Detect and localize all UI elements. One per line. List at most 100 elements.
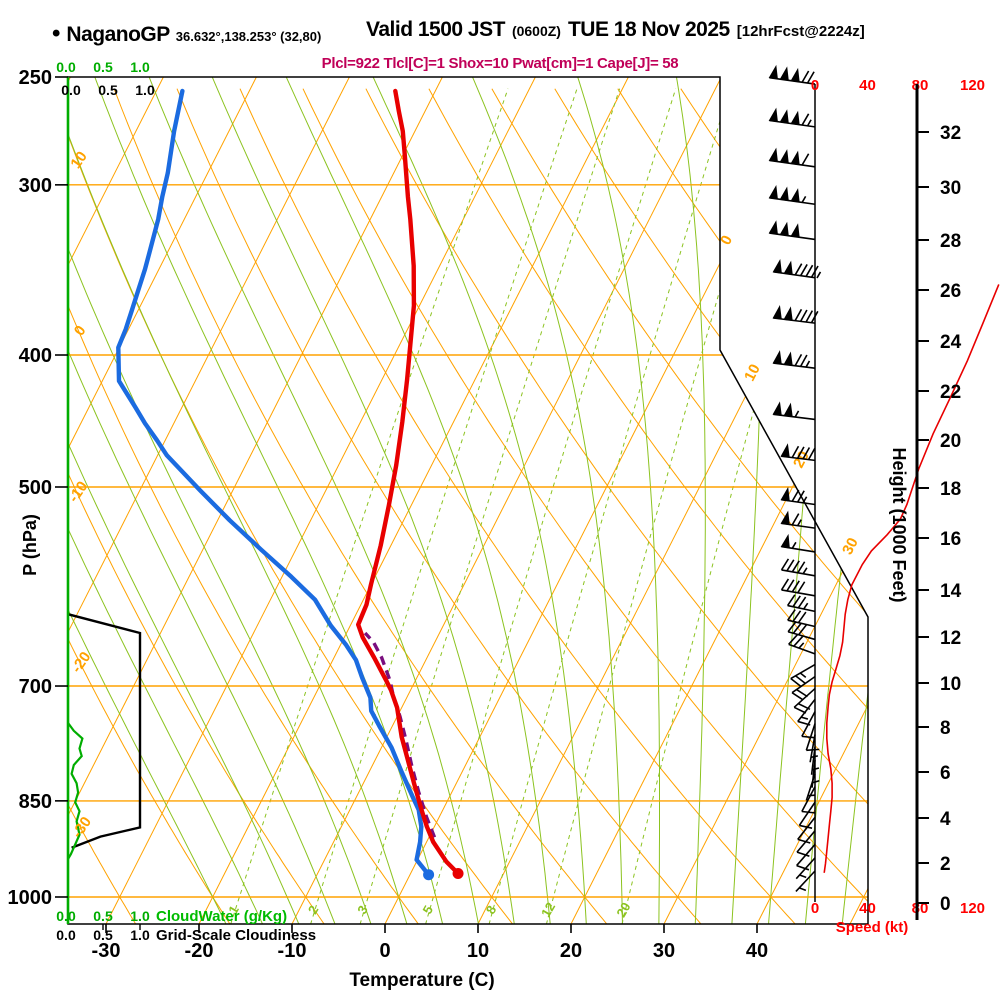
svg-text:3: 3 xyxy=(354,903,371,917)
svg-text:-20: -20 xyxy=(68,649,94,677)
wind-barb xyxy=(780,486,816,506)
svg-text:40: 40 xyxy=(746,940,768,962)
svg-text:0.5: 0.5 xyxy=(93,59,113,75)
surface-dewpoint-dot xyxy=(423,869,435,881)
svg-text:20: 20 xyxy=(613,900,633,920)
svg-text:120: 120 xyxy=(960,900,985,917)
svg-text:CloudWater (g/Kg): CloudWater (g/Kg) xyxy=(156,908,287,925)
svg-text:Height (1000 Feet): Height (1000 Feet) xyxy=(889,447,909,602)
svg-text:10: 10 xyxy=(467,940,489,962)
wind-barb xyxy=(797,698,816,726)
svg-text:0.0: 0.0 xyxy=(56,59,76,75)
wind-barb xyxy=(790,663,816,688)
surface-temperature-dot xyxy=(452,867,464,879)
svg-text:P (hPa): P (hPa) xyxy=(20,514,40,576)
svg-text:1.0: 1.0 xyxy=(130,59,150,75)
svg-text:5: 5 xyxy=(419,903,436,917)
wind-barb xyxy=(780,510,816,529)
svg-text:0.5: 0.5 xyxy=(93,927,113,943)
wind-barb xyxy=(795,870,816,893)
station-name: NaganoGP xyxy=(66,23,170,46)
svg-text:8: 8 xyxy=(483,903,500,917)
wind-barb xyxy=(797,816,816,844)
svg-text:0: 0 xyxy=(811,900,819,917)
svg-text:1000: 1000 xyxy=(8,887,53,909)
svg-text:0: 0 xyxy=(940,894,951,915)
sounding-curves xyxy=(116,88,464,881)
svg-text:-10: -10 xyxy=(278,940,307,962)
svg-text:1.0: 1.0 xyxy=(130,927,150,943)
svg-text:32: 32 xyxy=(940,123,961,144)
wind-barb xyxy=(768,107,816,128)
station-coords: 36.632°,138.253° (32,80) xyxy=(175,29,322,44)
svg-text:22: 22 xyxy=(940,382,961,403)
svg-text:12: 12 xyxy=(940,628,961,649)
svg-text:16: 16 xyxy=(940,529,961,550)
station-bullet-icon: • xyxy=(52,20,61,47)
wind-barb xyxy=(768,64,816,85)
wind-barb xyxy=(801,711,816,739)
wind-barb xyxy=(791,675,816,701)
svg-text:10: 10 xyxy=(67,148,90,171)
svg-text:40: 40 xyxy=(859,900,876,917)
svg-text:2: 2 xyxy=(305,903,322,917)
forecast-info: [12hrFcst@2224z] xyxy=(736,23,865,40)
svg-text:300: 300 xyxy=(19,175,52,197)
svg-text:6: 6 xyxy=(940,763,951,784)
svg-text:26: 26 xyxy=(940,281,961,302)
wind-barb xyxy=(772,350,816,369)
wind-barb xyxy=(805,773,816,801)
svg-text:0.5: 0.5 xyxy=(98,82,118,98)
svg-text:10: 10 xyxy=(741,361,764,384)
svg-text:Grid-Scale Cloudiness: Grid-Scale Cloudiness xyxy=(156,927,316,944)
title-left: • NaganoGP 36.632°,138.253° (32,80) xyxy=(52,20,321,48)
cloud-profiles xyxy=(68,613,142,860)
svg-text:0.0: 0.0 xyxy=(61,82,81,98)
wind-barb xyxy=(795,857,816,880)
wind-barb xyxy=(796,843,816,871)
svg-text:250: 250 xyxy=(19,67,52,89)
wind-barb xyxy=(772,259,822,279)
wind-speed-curve xyxy=(823,284,1000,873)
svg-text:20: 20 xyxy=(560,940,582,962)
wind-barb xyxy=(780,533,816,553)
svg-text:14: 14 xyxy=(940,581,962,602)
svg-text:30: 30 xyxy=(839,535,862,558)
wind-barb xyxy=(788,634,816,655)
wind-barb xyxy=(768,147,816,168)
svg-text:-30: -30 xyxy=(92,940,121,962)
background-grid xyxy=(68,77,868,924)
svg-text:850: 850 xyxy=(19,791,52,813)
wind-barb xyxy=(786,594,816,613)
svg-text:8: 8 xyxy=(940,718,951,739)
svg-text:28: 28 xyxy=(940,231,961,252)
svg-text:400: 400 xyxy=(19,345,52,367)
svg-text:1.0: 1.0 xyxy=(135,82,155,98)
svg-text:500: 500 xyxy=(19,477,52,499)
svg-text:20: 20 xyxy=(940,431,961,452)
svg-text:2: 2 xyxy=(940,854,951,875)
title-right: Valid 1500 JST (0600Z) TUE 18 Nov 2025 [… xyxy=(366,18,865,42)
svg-text:Speed (kt): Speed (kt) xyxy=(836,919,909,936)
svg-text:24: 24 xyxy=(940,332,962,353)
wind-barb xyxy=(787,609,816,628)
wind-barb xyxy=(780,558,816,577)
svg-text:0: 0 xyxy=(811,77,819,94)
wind-barb xyxy=(793,687,816,714)
valid-time: Valid 1500 JST xyxy=(366,18,505,41)
grid-scale-cloudiness-curve xyxy=(68,613,142,849)
svg-text:0.0: 0.0 xyxy=(56,908,76,924)
svg-text:12: 12 xyxy=(538,900,558,920)
svg-text:4: 4 xyxy=(940,809,951,830)
valid-time-utc: (0600Z) xyxy=(511,23,561,39)
svg-text:0.5: 0.5 xyxy=(93,908,113,924)
svg-text:-30: -30 xyxy=(69,814,95,842)
wind-barb xyxy=(796,830,816,857)
wind-barb xyxy=(798,801,816,829)
svg-text:1.0: 1.0 xyxy=(130,908,150,924)
svg-text:0: 0 xyxy=(71,322,90,339)
svg-text:0: 0 xyxy=(379,940,390,962)
